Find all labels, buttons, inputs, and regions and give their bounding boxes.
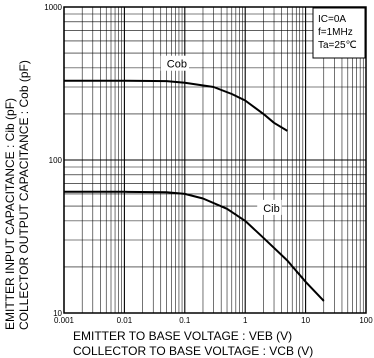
plot-frame xyxy=(63,6,367,314)
grid-lines xyxy=(63,7,366,314)
y-tick-label: 1000 xyxy=(44,3,62,12)
series-layer: Cob Cib xyxy=(64,55,325,302)
condition-temperature: Ta=25℃ xyxy=(318,40,357,51)
condition-ic: IC=0A xyxy=(318,14,346,25)
y-axis-label-cob: COLLECTOR OUTPUT CAPACITANCE : Cob (pF) xyxy=(17,60,31,330)
series-line-cob xyxy=(64,79,288,132)
x-tick-label: 100 xyxy=(359,316,373,325)
y-axis-label-cib: EMITTER INPUT CAPACITANCE : Cib (pF) xyxy=(3,98,17,330)
series-line-cib xyxy=(64,190,325,302)
x-tick-label: 0.1 xyxy=(179,316,191,325)
y-tick-label: 10 xyxy=(53,309,62,318)
condition-frequency: f=1MHz xyxy=(318,27,353,38)
x-tick-label: 0.001 xyxy=(54,316,75,325)
series-label-cib: Cib xyxy=(263,203,280,215)
series-label-cob: Cob xyxy=(167,59,187,71)
series-label-bg xyxy=(160,55,189,71)
series-label-bg xyxy=(257,199,282,215)
x-axis-label-veb: EMITTER TO BASE VOLTAGE : VEB (V) xyxy=(73,329,292,343)
conditions-box: IC=0A f=1MHz Ta=25℃ xyxy=(312,7,366,59)
x-tick-label: 10 xyxy=(301,316,310,325)
x-axis-label-vcb: COLLECTOR TO BASE VOLTAGE : VCB (V) xyxy=(73,344,313,358)
x-tick-label: 1 xyxy=(243,316,248,325)
y-tick-labels: 10 100 1000 xyxy=(44,3,62,318)
x-tick-label: 0.01 xyxy=(117,316,133,325)
y-tick-label: 100 xyxy=(49,156,63,165)
x-tick-labels: 0.001 0.01 0.1 1 10 100 xyxy=(54,316,373,325)
